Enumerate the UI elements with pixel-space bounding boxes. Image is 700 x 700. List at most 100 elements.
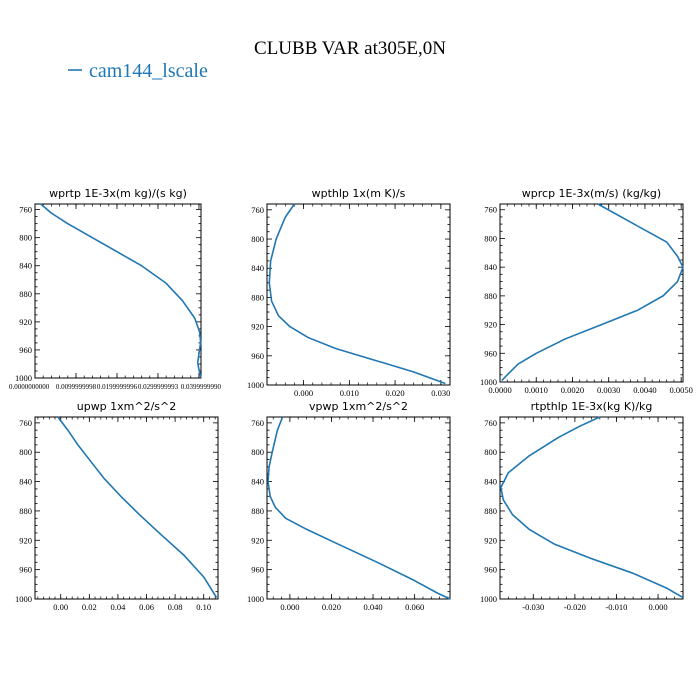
x-tick-label: 0.0000000000 <box>9 383 50 391</box>
y-tick-label: 960 <box>19 345 32 355</box>
y-tick-label: 960 <box>19 565 32 575</box>
chart-panel-4: upwp 1xm^2/s^2 760 800 840 880 920 960 1000 0.00… <box>15 400 219 612</box>
y-tick-label: 960 <box>251 565 264 575</box>
y-tick-label: 960 <box>484 565 497 575</box>
y-tick-label: 760 <box>251 205 264 215</box>
x-tick-label: 0.00 <box>53 602 68 612</box>
y-tick-label: 840 <box>19 261 32 271</box>
y-tick-label: 760 <box>251 418 264 428</box>
series-line-1 <box>500 416 684 599</box>
x-tick-label: 0.08 <box>168 602 183 612</box>
y-tick-label: 880 <box>484 291 497 301</box>
y-tick-label: 880 <box>19 289 32 299</box>
x-tick-label: 0.020 <box>322 602 341 612</box>
y-tick-label: 960 <box>484 348 497 358</box>
plot-frame <box>266 203 451 386</box>
panels-group: wprtp 1E-3x(m kg)/(s kg) 760 800 840 880 920 9… <box>9 187 693 612</box>
x-tick-label: -0.010 <box>605 602 627 612</box>
y-tick-label: 920 <box>19 317 32 327</box>
x-tick-label: 0.0000 <box>488 385 511 395</box>
chart-panel-3: wprcp 1E-3x(m/s) (kg/kg) 760 800 840 880 920 9… <box>480 187 693 395</box>
y-tick-label: 840 <box>484 262 497 272</box>
x-tick-label: 0.06 <box>139 602 154 612</box>
y-tick-label: 880 <box>251 292 264 302</box>
y-tick-label: 760 <box>19 418 32 428</box>
plot-frame <box>499 416 684 600</box>
panel-title: rtpthlp 1E-3x(kg K)/kg <box>531 400 653 413</box>
chart-panel-2: wpthlp 1x(m K)/s 760 800 840 880 920 960 1000 0.… <box>247 187 451 398</box>
y-tick-label: 1000 <box>247 380 264 390</box>
panel-title: vpwp 1xm^2/s^2 <box>309 400 408 413</box>
x-tick-label: -0.020 <box>564 602 586 612</box>
plot-frame <box>266 416 451 600</box>
y-tick-label: 880 <box>19 506 32 516</box>
legend-label: cam144_lscale <box>89 60 208 82</box>
y-tick-label: 1000 <box>247 594 264 604</box>
y-tick-label: 960 <box>251 351 264 361</box>
series-line-1 <box>40 203 202 379</box>
y-tick-label: 760 <box>19 205 32 215</box>
y-tick-label: 800 <box>251 234 264 244</box>
x-tick-label: 0.000 <box>280 602 299 612</box>
plot-frame <box>34 203 202 379</box>
plot-frame <box>499 203 684 383</box>
series-line-1 <box>268 203 446 385</box>
y-tick-label: 920 <box>251 535 264 545</box>
x-tick-label: 0.10 <box>196 602 211 612</box>
y-tick-label: 1000 <box>15 594 32 604</box>
y-tick-label: 1000 <box>480 377 497 387</box>
panel-title: wprtp 1E-3x(m kg)/(s kg) <box>49 187 187 200</box>
chart-panel-1: wprtp 1E-3x(m kg)/(s kg) 760 800 840 880 920 9… <box>9 187 221 391</box>
x-tick-label: 0.030 <box>431 388 450 398</box>
y-tick-label: 800 <box>19 233 32 243</box>
series-line-1 <box>57 416 218 598</box>
y-tick-label: 1000 <box>480 594 497 604</box>
panel-title: wprcp 1E-3x(m/s) (kg/kg) <box>522 187 661 200</box>
y-tick-label: 880 <box>251 506 264 516</box>
x-tick-label: 0.0399999990 <box>181 383 222 391</box>
x-tick-label: 0.0050 <box>670 385 693 395</box>
y-tick-label: 800 <box>484 233 497 243</box>
x-tick-label: 0.0099999998 <box>56 383 97 391</box>
y-tick-label: 880 <box>484 506 497 516</box>
x-tick-label: 0.060 <box>405 602 424 612</box>
x-tick-label: 0.000 <box>294 388 313 398</box>
y-tick-label: 840 <box>484 477 497 487</box>
x-tick-label: 0.040 <box>363 602 382 612</box>
series-line-1 <box>501 203 684 382</box>
y-tick-label: 800 <box>19 447 32 457</box>
x-tick-label: 0.0020 <box>561 385 584 395</box>
x-tick-label: 0.010 <box>340 388 359 398</box>
series-line-1 <box>267 416 451 600</box>
y-tick-label: 840 <box>251 263 264 273</box>
y-tick-label: 840 <box>19 477 32 487</box>
x-tick-label: 0.0010 <box>525 385 548 395</box>
chart-panel-5: vpwp 1xm^2/s^2 760 800 840 880 920 960 1000 0.00… <box>247 400 451 612</box>
x-tick-label: -0.030 <box>522 602 544 612</box>
x-tick-label: 0.000 <box>648 602 667 612</box>
x-tick-label: 0.0299999993 <box>138 383 179 391</box>
y-tick-label: 800 <box>251 447 264 457</box>
panel-title: upwp 1xm^2/s^2 <box>77 400 177 413</box>
y-tick-label: 920 <box>484 320 497 330</box>
x-tick-label: 0.020 <box>386 388 405 398</box>
y-tick-label: 920 <box>19 535 32 545</box>
y-tick-label: 760 <box>484 418 497 428</box>
y-tick-label: 1000 <box>15 373 32 383</box>
x-tick-label: 0.0199999996 <box>97 383 138 391</box>
y-tick-label: 800 <box>484 447 497 457</box>
panel-title: wpthlp 1x(m K)/s <box>312 187 406 200</box>
x-tick-label: 0.02 <box>82 602 97 612</box>
x-tick-label: 0.0040 <box>633 385 656 395</box>
figure-legend: cam144_lscale <box>68 60 208 82</box>
chart-panel-6: rtpthlp 1E-3x(kg K)/kg 760 800 840 880 920 960… <box>480 400 684 612</box>
y-tick-label: 840 <box>251 477 264 487</box>
y-tick-label: 920 <box>251 322 264 332</box>
x-tick-label: 0.0030 <box>597 385 620 395</box>
y-tick-label: 920 <box>484 535 497 545</box>
plot-frame <box>34 416 219 600</box>
y-tick-label: 760 <box>484 205 497 215</box>
figure-title: CLUBB VAR at305E,0N <box>254 38 446 59</box>
x-tick-label: 0.04 <box>110 602 126 612</box>
